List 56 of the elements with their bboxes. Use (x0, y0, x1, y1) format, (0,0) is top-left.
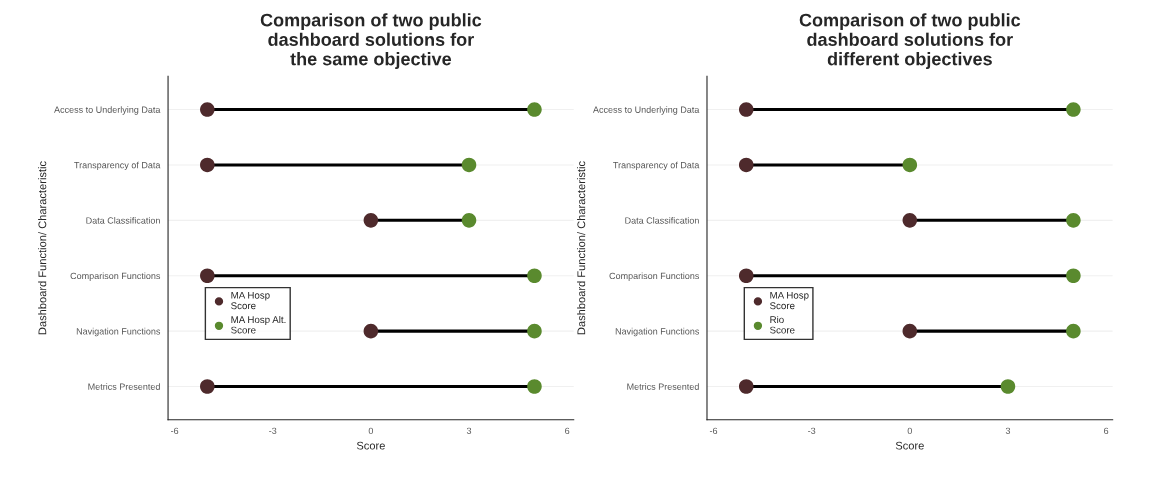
x-axis-title: Score (895, 441, 924, 450)
point (461, 213, 477, 228)
x-tick-label: 3 (466, 427, 472, 435)
y-axis-title: Dashboard Function/ Characteristic (38, 161, 47, 335)
y-tick-label: Transparency of Data (74, 161, 161, 171)
x-tick-label: -3 (808, 427, 816, 435)
point (738, 157, 754, 173)
legend-label: MA Hosp Alt. Score (231, 315, 286, 334)
point (527, 102, 542, 117)
point (1066, 323, 1081, 339)
x-tick-label: 0 (368, 427, 374, 435)
point (363, 323, 379, 339)
y-tick-label: Access to Underlying Data (593, 106, 700, 115)
x-tick-label: 0 (907, 427, 912, 435)
legend-label: MA Hosp Score (770, 291, 809, 310)
y-tick-label: Navigation Functions (76, 327, 161, 337)
point (200, 268, 215, 284)
point (200, 379, 215, 394)
chart-title: Comparison of two public dashboard solutions for different objectives (799, 13, 1021, 69)
x-tick-label: -6 (170, 427, 179, 435)
legend-label: MA Hosp Score (231, 291, 270, 310)
point (1066, 213, 1081, 228)
chart-title: Comparison of two public dashboard solutions for the same objective (260, 13, 482, 69)
y-tick-label: Transparency of Data (613, 161, 700, 171)
x-tick-label: -3 (269, 427, 277, 435)
point (902, 323, 918, 339)
point (1000, 379, 1016, 394)
point (1066, 102, 1081, 117)
point (738, 102, 754, 117)
point (902, 213, 918, 228)
point (527, 268, 542, 284)
y-tick-label: Navigation Functions (615, 327, 700, 337)
point (527, 379, 542, 394)
y-tick-label: Access to Underlying Data (54, 106, 161, 115)
point (200, 102, 215, 117)
y-tick-label: Comparison Functions (70, 272, 161, 281)
y-tick-label: Comparison Functions (609, 272, 700, 281)
x-tick-label: 6 (565, 427, 570, 435)
x-axis-title: Score (356, 441, 385, 450)
point (200, 157, 215, 173)
legend-label: Rio Score (770, 315, 795, 334)
point (1066, 268, 1081, 284)
point (738, 268, 754, 284)
point (461, 157, 477, 173)
y-axis-title: Dashboard Function/ Characteristic (577, 161, 586, 335)
y-tick-label: Data Classification (86, 217, 160, 224)
y-tick-label: Data Classification (625, 217, 699, 224)
point (527, 323, 542, 339)
x-tick-label: 3 (1005, 427, 1011, 435)
point (363, 213, 379, 228)
y-tick-label: Metrics Presented (627, 383, 699, 390)
x-tick-label: 6 (1104, 427, 1109, 435)
point (902, 157, 918, 173)
x-tick-label: -6 (709, 427, 718, 435)
point (738, 379, 754, 394)
y-tick-label: Metrics Presented (88, 383, 160, 390)
